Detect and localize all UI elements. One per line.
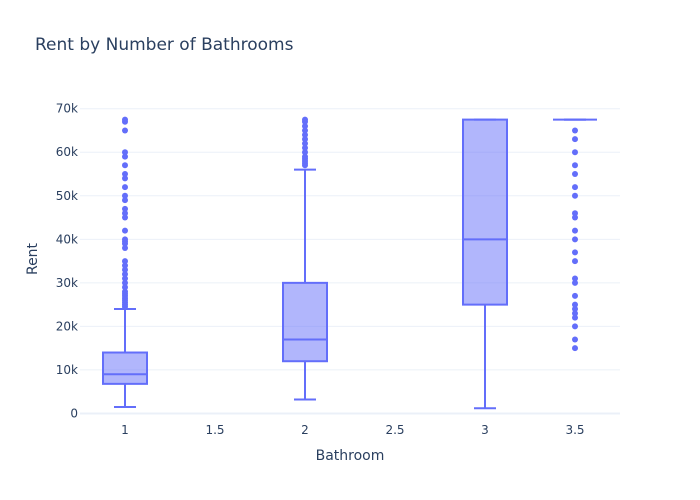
outlier-point-0-30 <box>122 149 128 156</box>
outlier-point-3-20 <box>572 149 578 156</box>
gridlines <box>80 108 620 415</box>
outlier-point-0-22 <box>122 205 128 212</box>
x-tick-label-4: 3 <box>481 423 489 437</box>
outlier-point-0-21 <box>122 210 128 217</box>
outlier-point-3-14 <box>572 214 578 221</box>
outlier-point-3-17 <box>572 184 578 191</box>
x-tick-label-2: 2 <box>301 423 309 437</box>
outlier-point-0-28 <box>122 162 128 169</box>
x-tick-label-1: 1.5 <box>205 423 224 437</box>
y-axis-title: Rent <box>25 242 41 275</box>
outlier-point-3-9 <box>572 275 578 282</box>
y-tick-label-2: 20k <box>56 319 78 333</box>
outlier-point-0-10 <box>122 275 128 282</box>
outlier-point-3-18 <box>572 171 578 178</box>
outlier-point-1-6 <box>302 144 308 151</box>
outlier-point-3-11 <box>572 249 578 256</box>
box-1 <box>282 116 328 401</box>
outlier-point-3-8 <box>572 279 578 286</box>
outlier-point-0-8 <box>122 284 128 291</box>
y-tick-label-1: 10k <box>56 363 78 377</box>
outlier-point-3-21 <box>572 136 578 143</box>
outlier-point-3-2 <box>572 323 578 330</box>
outlier-point-3-6 <box>572 301 578 308</box>
outlier-point-0-15 <box>122 245 128 252</box>
outlier-point-3-0 <box>572 345 578 352</box>
outlier-point-1-4 <box>302 153 308 160</box>
iqr-box-2 <box>462 118 508 306</box>
outlier-point-0-24 <box>122 192 128 199</box>
outlier-point-0-33 <box>122 116 128 123</box>
outlier-point-1-11 <box>302 123 308 130</box>
y-tick-label-6: 60k <box>56 145 78 159</box>
outlier-point-0-11 <box>122 271 128 278</box>
y-tick-label-4: 40k <box>56 232 78 246</box>
box-0 <box>102 116 148 408</box>
y-tick-label-3: 30k <box>56 276 78 290</box>
iqr-box-0 <box>102 351 148 385</box>
chart-title: Rent by Number of Bathrooms <box>35 35 294 55</box>
x-tick-label-0: 1 <box>121 423 129 437</box>
outlier-point-0-29 <box>122 153 128 160</box>
outlier-point-0-27 <box>122 171 128 178</box>
outlier-point-1-13 <box>302 116 308 123</box>
outlier-point-3-16 <box>572 192 578 199</box>
outlier-point-0-14 <box>122 258 128 265</box>
x-tick-label-5: 3.5 <box>565 423 584 437</box>
outlier-point-1-10 <box>302 127 308 134</box>
outlier-point-0-12 <box>122 266 128 273</box>
outlier-point-3-13 <box>572 227 578 234</box>
outlier-point-0-13 <box>122 262 128 269</box>
outlier-point-3-4 <box>572 310 578 317</box>
outlier-point-3-19 <box>572 162 578 169</box>
outlier-point-0-18 <box>122 236 128 243</box>
box-series <box>102 116 597 410</box>
x-tick-label-3: 2.5 <box>385 423 404 437</box>
outlier-point-0-25 <box>122 184 128 191</box>
outlier-point-3-7 <box>572 292 578 299</box>
box-2 <box>462 118 508 410</box>
y-axis-ticks: 0 10k 20k 30k 40k 50k 60k 70k <box>56 102 78 421</box>
x-axis-ticks: 1 1.5 2 2.5 3 3.5 <box>121 423 584 437</box>
y-tick-label-5: 50k <box>56 189 78 203</box>
outlier-point-1-9 <box>302 131 308 138</box>
y-tick-label-7: 70k <box>56 102 78 116</box>
outlier-point-0-23 <box>122 197 128 204</box>
outlier-point-3-10 <box>572 258 578 265</box>
outlier-point-0-19 <box>122 227 128 234</box>
outlier-point-0-26 <box>122 175 128 182</box>
outlier-point-3-1 <box>572 336 578 343</box>
iqr-box-1 <box>282 281 328 363</box>
outlier-point-3-12 <box>572 236 578 243</box>
y-tick-label-0: 0 <box>70 406 78 420</box>
outlier-point-0-9 <box>122 279 128 286</box>
box-3 <box>553 118 597 352</box>
outlier-point-1-5 <box>302 149 308 156</box>
outlier-point-0-7 <box>122 288 128 295</box>
outlier-point-1-8 <box>302 136 308 143</box>
x-axis-title: Bathroom <box>316 448 385 464</box>
outlier-point-3-5 <box>572 305 578 312</box>
outlier-point-3-22 <box>572 127 578 134</box>
outlier-point-1-7 <box>302 140 308 147</box>
outlier-point-3-3 <box>572 314 578 321</box>
outlier-point-0-31 <box>122 127 128 134</box>
outlier-point-3-15 <box>572 210 578 217</box>
outlier-point-0-20 <box>122 214 128 221</box>
